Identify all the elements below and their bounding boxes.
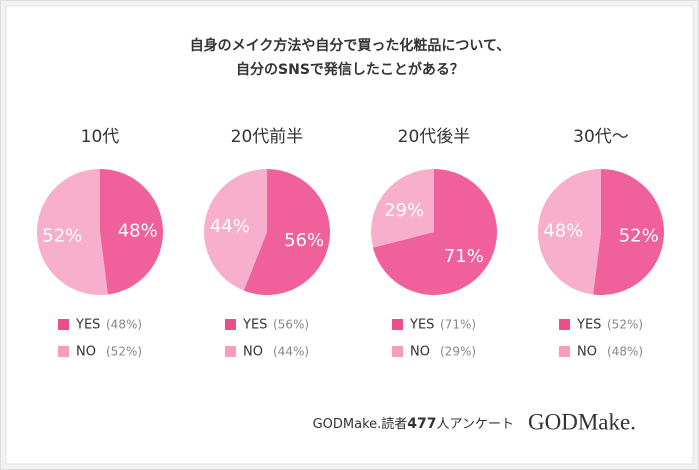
slice-label: 71% — [444, 246, 484, 267]
legend-swatch — [225, 319, 236, 330]
legend-label: NO — [577, 345, 597, 360]
pie-slice — [37, 169, 108, 295]
legend-value: (52%) — [106, 345, 142, 359]
slice-label: 29% — [384, 200, 424, 221]
legend-swatch — [559, 346, 570, 357]
source-part: GODMake.読者 — [313, 416, 408, 432]
slice-label: 52% — [619, 225, 659, 246]
pie-title: 20代後半 — [398, 127, 471, 147]
title-line: 自分のSNSで発信したことがある？ — [236, 61, 464, 78]
pie-slice — [537, 169, 601, 295]
legend-label: NO — [410, 345, 430, 360]
legend-value: (52%) — [607, 318, 643, 332]
source-part: 人アンケート — [437, 417, 514, 432]
title-line: 自身のメイク方法や自分で買った化粧品について、 — [190, 37, 511, 54]
legend-value: (44%) — [273, 345, 309, 359]
slice-label: 44% — [210, 216, 250, 237]
slice-label: 48% — [543, 221, 583, 242]
legend-swatch — [392, 346, 403, 357]
legend-label: YES — [576, 318, 601, 333]
legend-swatch — [58, 346, 69, 357]
slice-label: 56% — [284, 230, 324, 251]
pie-slice — [593, 169, 664, 295]
legend-label: YES — [75, 318, 100, 333]
legend-label: YES — [409, 318, 434, 333]
source-count: 477 — [407, 416, 436, 432]
legend-value: (56%) — [273, 318, 309, 332]
pie-slice — [372, 169, 497, 295]
legend-label: YES — [242, 318, 267, 333]
legend-value: (71%) — [440, 318, 476, 332]
logo: GODMake. — [528, 409, 636, 434]
pie-title: 30代～ — [573, 127, 629, 147]
pie-title: 20代前半 — [231, 127, 304, 147]
legend-value: (48%) — [106, 318, 142, 332]
legend-value: (48%) — [607, 345, 643, 359]
pie-slice — [370, 169, 434, 248]
slice-label: 52% — [42, 225, 82, 246]
pie-slice — [100, 169, 164, 295]
legend-value: (29%) — [440, 345, 476, 359]
legend-swatch — [559, 319, 570, 330]
legend-label: NO — [243, 345, 263, 360]
legend-swatch — [392, 319, 403, 330]
legend-swatch — [225, 346, 236, 357]
source: GODMake.読者477人アンケート — [313, 416, 514, 433]
slice-label: 48% — [118, 221, 158, 242]
pie-slice — [243, 169, 330, 296]
pie-title: 10代 — [81, 127, 120, 147]
pie-slice — [203, 169, 267, 291]
legend-label: NO — [76, 345, 96, 360]
legend-swatch — [58, 319, 69, 330]
